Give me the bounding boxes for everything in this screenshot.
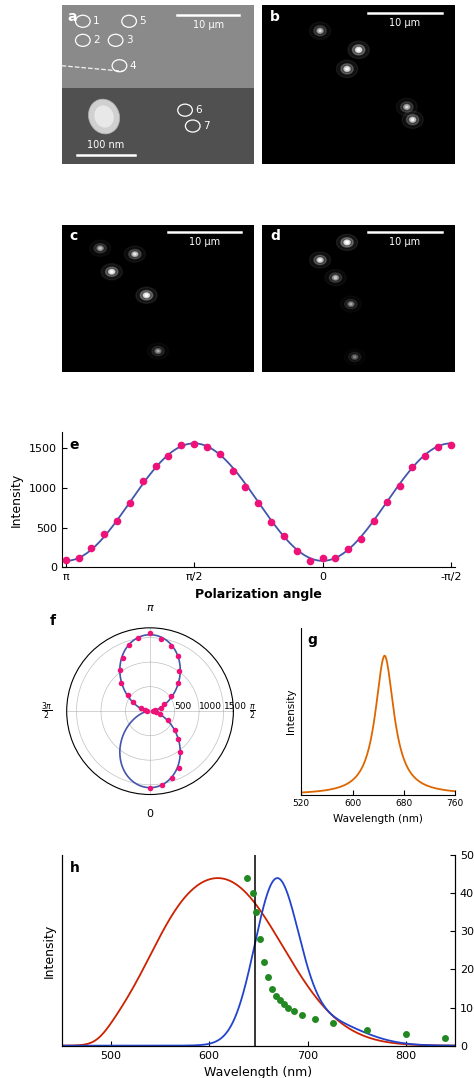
Circle shape <box>145 294 148 296</box>
Circle shape <box>140 291 153 300</box>
Text: 10 μm: 10 μm <box>389 236 420 247</box>
Bar <box>62 5 255 88</box>
Circle shape <box>410 118 416 122</box>
Circle shape <box>144 293 150 298</box>
Circle shape <box>341 237 353 247</box>
Circle shape <box>129 249 141 259</box>
Text: d: d <box>270 230 280 244</box>
X-axis label: Polarization angle: Polarization angle <box>195 588 322 600</box>
Text: 5: 5 <box>139 16 146 26</box>
Circle shape <box>411 119 414 121</box>
Circle shape <box>124 246 146 262</box>
Circle shape <box>329 273 342 282</box>
Circle shape <box>97 246 103 250</box>
Circle shape <box>317 28 323 33</box>
Circle shape <box>106 267 118 276</box>
Circle shape <box>406 114 419 125</box>
Circle shape <box>152 346 164 356</box>
Circle shape <box>332 275 338 280</box>
Circle shape <box>99 247 101 249</box>
Circle shape <box>136 287 157 303</box>
Text: 2: 2 <box>93 36 100 45</box>
Circle shape <box>319 259 321 261</box>
Circle shape <box>344 240 350 245</box>
Circle shape <box>404 105 410 110</box>
X-axis label: Wavelength (nm): Wavelength (nm) <box>333 814 423 824</box>
Circle shape <box>346 241 348 244</box>
Circle shape <box>310 252 331 268</box>
Text: 1: 1 <box>93 16 100 26</box>
Ellipse shape <box>94 106 114 127</box>
Circle shape <box>346 68 348 70</box>
Circle shape <box>354 356 356 358</box>
Circle shape <box>337 60 358 78</box>
X-axis label: Wavelength (nm): Wavelength (nm) <box>204 1066 312 1078</box>
Circle shape <box>344 67 350 71</box>
Circle shape <box>345 300 357 308</box>
Text: a: a <box>67 10 77 24</box>
Text: h: h <box>70 861 79 875</box>
Circle shape <box>317 258 323 262</box>
Circle shape <box>341 64 353 74</box>
Circle shape <box>353 45 365 55</box>
Text: 7: 7 <box>203 121 210 132</box>
Circle shape <box>352 355 358 359</box>
Circle shape <box>314 26 326 36</box>
Circle shape <box>401 102 413 112</box>
Bar <box>62 88 255 164</box>
Circle shape <box>134 253 136 255</box>
Circle shape <box>356 47 362 53</box>
Circle shape <box>348 302 354 306</box>
Text: 3: 3 <box>126 36 132 45</box>
Circle shape <box>110 271 113 273</box>
Circle shape <box>334 277 337 279</box>
Text: c: c <box>69 230 78 244</box>
Circle shape <box>348 353 361 361</box>
Circle shape <box>94 244 106 253</box>
Circle shape <box>109 270 115 274</box>
Circle shape <box>155 348 161 354</box>
Text: 10 μm: 10 μm <box>192 19 224 30</box>
Circle shape <box>157 350 159 353</box>
Text: 6: 6 <box>195 106 202 115</box>
Y-axis label: Intensity: Intensity <box>286 689 296 734</box>
Text: b: b <box>270 10 280 24</box>
Text: 4: 4 <box>130 60 137 71</box>
Circle shape <box>349 303 352 305</box>
Circle shape <box>337 234 358 250</box>
Y-axis label: Intensity: Intensity <box>10 472 23 527</box>
Circle shape <box>132 252 138 257</box>
Circle shape <box>402 111 423 128</box>
Text: 10 μm: 10 μm <box>189 236 220 247</box>
Circle shape <box>314 255 326 265</box>
Circle shape <box>348 41 369 58</box>
Text: f: f <box>50 614 56 628</box>
Text: e: e <box>70 438 79 452</box>
Text: 10 μm: 10 μm <box>389 18 420 28</box>
Text: 100 nm: 100 nm <box>87 140 125 150</box>
Circle shape <box>357 49 360 51</box>
Y-axis label: Intensity: Intensity <box>43 923 56 978</box>
Ellipse shape <box>89 99 119 134</box>
Circle shape <box>405 106 408 108</box>
Text: g: g <box>308 633 317 647</box>
Circle shape <box>319 30 321 32</box>
Circle shape <box>101 264 122 280</box>
